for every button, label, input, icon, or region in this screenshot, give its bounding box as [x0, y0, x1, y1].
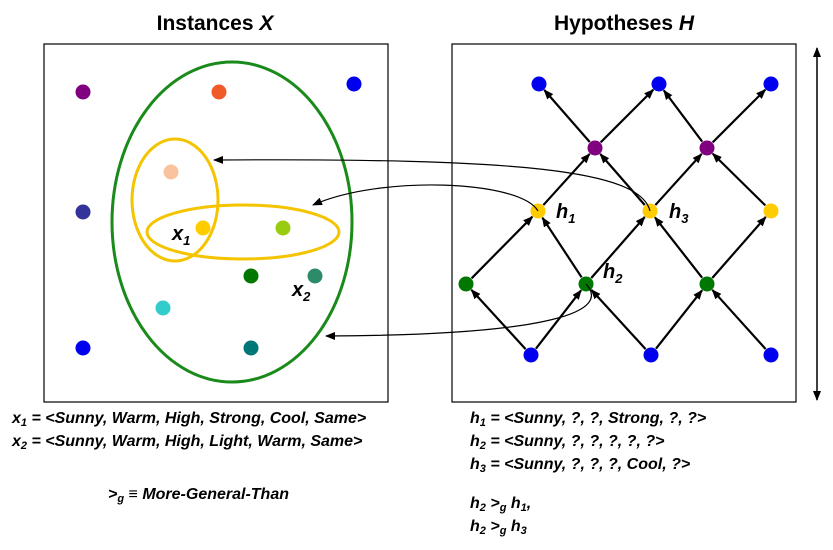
instances-title: Instances X — [157, 12, 276, 35]
h2-region-ellipse — [110, 60, 354, 384]
relation-h2-h1: h2 >g h1, — [470, 495, 532, 514]
hypothesis-nodes — [458, 76, 779, 363]
h3-region-ellipse — [130, 137, 220, 263]
lattice-edge-green-right-to-h3 — [654, 216, 703, 279]
instance-point-purple — [75, 84, 91, 100]
hypothesis-node-green-left — [458, 276, 474, 292]
h1-definition: h1 = <Sunny, ?, ?, Strong, ?, ?> — [470, 410, 707, 429]
hypothesis-node-top-2 — [651, 76, 667, 92]
lattice-edge-h1-to-mid-purple-1 — [542, 153, 591, 206]
h1-mapping-arrow — [312, 184, 539, 212]
instance-point-orange — [211, 84, 227, 100]
lattice-edge-right-yellow-to-mid-purple-2 — [711, 152, 767, 207]
instance-point-peach — [163, 164, 179, 180]
instance-point-x2-teal — [307, 268, 323, 284]
h2-definition: h2 = <Sunny, ?, ?, ?, ?, ?> — [470, 433, 665, 452]
instance-point-green — [243, 268, 259, 284]
h2-label: h2 — [603, 261, 623, 286]
lattice-edge-mid-purple-1-to-top-2 — [599, 88, 655, 144]
lattice-edge-bottom-2-to-h2 — [590, 289, 647, 350]
hypothesis-node-bottom-2 — [643, 347, 659, 363]
x1-definition: x1 = <Sunny, Warm, High, Strong, Cool, S… — [12, 410, 367, 429]
lattice-edge-h2-to-h1 — [541, 216, 583, 278]
instance-point-navy — [75, 204, 91, 220]
instance-point-blue-bl — [75, 340, 91, 356]
lattice-edge-mid-purple-1-to-top-1 — [543, 89, 591, 143]
h1-region-ellipse — [145, 203, 341, 261]
instance-point-dark-teal — [243, 340, 259, 356]
hypothesis-node-mid-purple-2 — [699, 140, 715, 156]
lattice-edge-h3-to-mid-purple-1 — [599, 153, 646, 206]
instance-point-cyan — [155, 300, 171, 316]
lattice-edge-bottom-3-to-green-right — [711, 289, 767, 350]
hypothesis-node-green-right — [699, 276, 715, 292]
lattice-edge-bottom-1-to-green-left — [470, 289, 527, 350]
lattice-edges — [470, 88, 767, 350]
x2-definition: x2 = <Sunny, Warm, High, Light, Warm, Sa… — [12, 433, 363, 452]
lattice-edge-bottom-1-to-h2 — [535, 289, 582, 350]
hypotheses-panel — [451, 43, 797, 403]
instance-point-lime — [275, 220, 291, 236]
hypothesis-node-top-1 — [531, 76, 547, 92]
hypothesis-node-right-yellow — [763, 203, 779, 219]
lattice-edge-mid-purple-2-to-top-2 — [662, 89, 704, 143]
relation-definition: >g ≡ More-General-Than — [108, 486, 289, 505]
h3-label: h3 — [669, 201, 689, 226]
hypothesis-node-mid-purple-1 — [587, 140, 603, 156]
lattice-edge-h3-to-mid-purple-2 — [654, 153, 703, 206]
h2-mapping-arrow — [325, 283, 592, 340]
hypothesis-node-bottom-3 — [763, 347, 779, 363]
lattice-edge-green-right-to-right-yellow — [711, 216, 767, 279]
instance-point-x1-yellow — [195, 220, 211, 236]
h1-label: h1 — [556, 201, 575, 226]
lattice-edge-mid-purple-2-to-top-3 — [711, 88, 767, 144]
lattice-edge-h2-to-h3 — [590, 216, 646, 279]
h3-mapping-arrow — [213, 155, 651, 212]
hypotheses-title: Hypotheses H — [554, 12, 695, 35]
h3-definition: h3 = <Sunny, ?, ?, ?, Cool, ?> — [470, 456, 691, 475]
instances-panel — [43, 43, 389, 403]
relation-h2-h3: h2 >g h3 — [470, 518, 527, 537]
x2-label: x2 — [291, 279, 311, 304]
lattice-edge-green-left-to-h1 — [470, 215, 534, 280]
instance-point-blue-tr — [346, 76, 362, 92]
instance-points — [75, 76, 362, 356]
x1-label: x1 — [171, 223, 190, 248]
lattice-edge-bottom-2-to-green-right — [655, 289, 703, 350]
hypothesis-node-bottom-1 — [523, 347, 539, 363]
hypothesis-node-top-3 — [763, 76, 779, 92]
